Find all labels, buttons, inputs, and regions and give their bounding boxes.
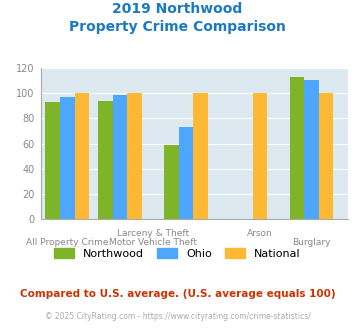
Bar xyxy=(164,145,179,219)
Bar xyxy=(319,93,333,219)
Text: 2019 Northwood: 2019 Northwood xyxy=(113,2,242,16)
Bar xyxy=(127,93,142,219)
Text: Property Crime Comparison: Property Crime Comparison xyxy=(69,20,286,34)
Text: All Property Crime: All Property Crime xyxy=(26,238,109,247)
Legend: Northwood, Ohio, National: Northwood, Ohio, National xyxy=(50,244,305,263)
Bar xyxy=(193,93,208,219)
Text: Larceny & Theft: Larceny & Theft xyxy=(117,229,189,238)
Bar xyxy=(45,102,60,219)
Text: Motor Vehicle Theft: Motor Vehicle Theft xyxy=(109,238,197,247)
Bar xyxy=(60,97,75,219)
Bar xyxy=(75,93,89,219)
Text: © 2025 CityRating.com - https://www.cityrating.com/crime-statistics/: © 2025 CityRating.com - https://www.city… xyxy=(45,312,310,321)
Bar xyxy=(179,127,193,219)
Bar xyxy=(290,77,304,219)
Bar xyxy=(253,93,267,219)
Text: Compared to U.S. average. (U.S. average equals 100): Compared to U.S. average. (U.S. average … xyxy=(20,289,335,299)
Bar xyxy=(304,80,319,219)
Text: Burglary: Burglary xyxy=(292,238,331,247)
Bar xyxy=(98,101,113,219)
Bar xyxy=(113,95,127,219)
Text: Arson: Arson xyxy=(247,229,273,238)
